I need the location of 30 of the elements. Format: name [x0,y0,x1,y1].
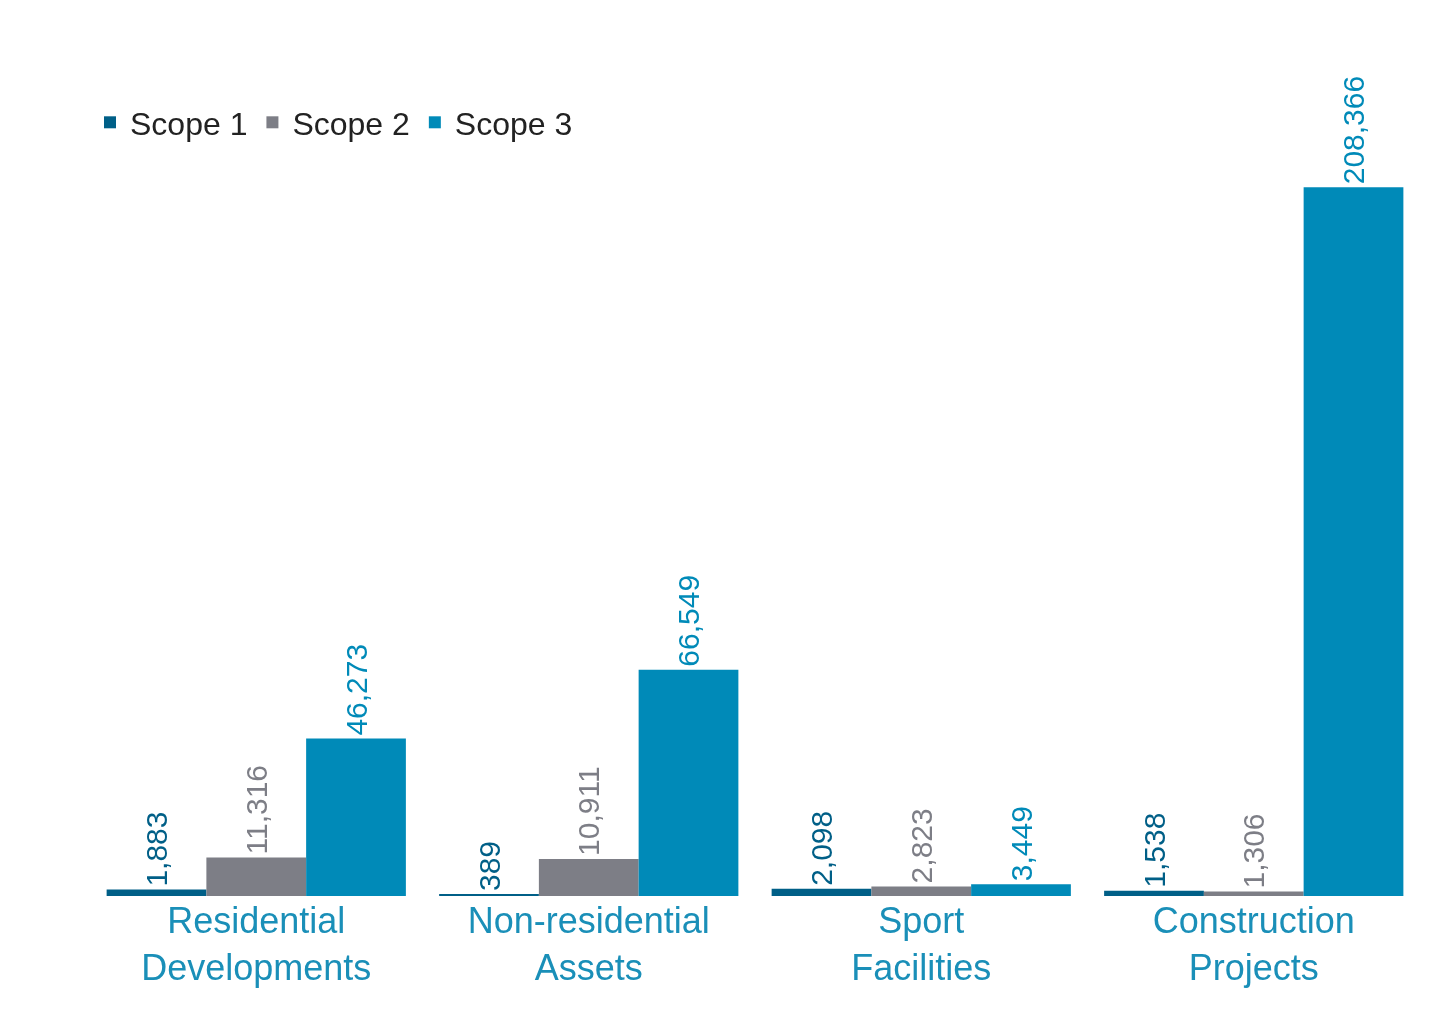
data-label: 1,883 [140,811,174,887]
data-label: 389 [472,840,506,891]
bar [638,669,739,896]
data-label: 1,538 [1137,812,1171,888]
bar [971,884,1071,896]
x-tick-label: Residential Developments [141,900,372,988]
data-label: 2,823 [904,808,938,884]
bar [538,858,639,896]
bar [206,857,307,896]
data-label: 66,549 [672,574,706,667]
x-tick-label: Non-residential Assets [467,900,710,988]
x-tick-label: Sport Facilities [851,900,992,988]
legend-label: Scope 3 [454,105,573,142]
data-label: 208,366 [1337,75,1371,185]
x-tick-label: Construction Projects [1152,900,1355,988]
bar [1104,890,1204,896]
data-label: 2,098 [805,810,839,886]
legend-label: Scope 1 [130,105,248,142]
data-label: 1,306 [1237,813,1271,889]
bar [1203,891,1304,896]
data-label: 11,316 [239,764,273,855]
bar [1303,187,1404,896]
data-label: 10,911 [572,766,606,856]
bar [106,889,207,896]
legend-label: Scope 2 [292,105,410,142]
bar [306,738,406,896]
data-label: 3,449 [1004,806,1038,882]
bar [771,888,872,896]
bar [871,886,972,896]
data-label: 46,273 [339,643,373,736]
